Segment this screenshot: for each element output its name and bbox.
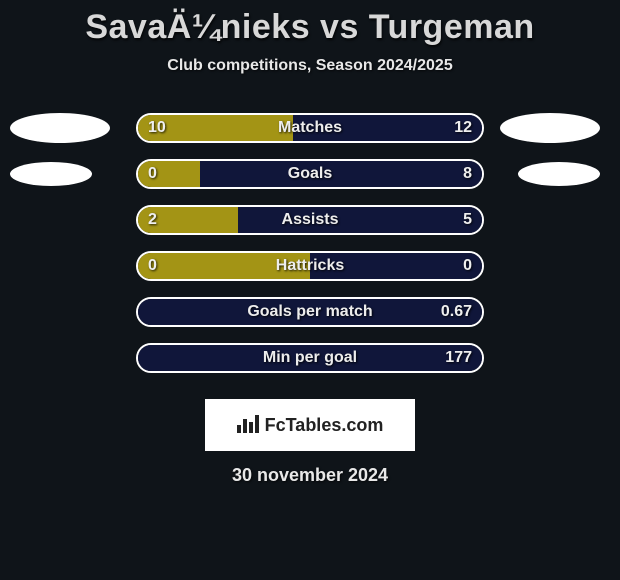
stat-row: 177 Min per goal xyxy=(0,335,620,381)
stat-bar: 2 5 Assists xyxy=(136,205,484,235)
stat-bar: 0.67 Goals per match xyxy=(136,297,484,327)
stat-row: 0.67 Goals per match xyxy=(0,289,620,335)
stat-row: 10 12 Matches xyxy=(0,105,620,151)
stat-label: Matches xyxy=(278,119,342,137)
bar-chart-icon xyxy=(237,413,259,438)
value-right: 0 xyxy=(463,257,472,275)
stat-row: 0 8 Goals xyxy=(0,151,620,197)
team-marker-right xyxy=(518,162,600,186)
value-right: 5 xyxy=(463,211,472,229)
stat-bar: 0 8 Goals xyxy=(136,159,484,189)
stat-row: 0 0 Hattricks xyxy=(0,243,620,289)
stat-label: Hattricks xyxy=(276,257,344,275)
snapshot-date: 30 november 2024 xyxy=(0,465,620,486)
team-marker-left xyxy=(10,113,110,143)
vs-title: SavaÄ¼nieks vs Turgeman xyxy=(0,8,620,47)
value-right: 8 xyxy=(463,165,472,183)
bar-fill-right xyxy=(238,207,482,233)
stat-label: Assists xyxy=(282,211,339,229)
value-left: 2 xyxy=(148,211,157,229)
comparison-card: SavaÄ¼nieks vs Turgeman Club competition… xyxy=(0,0,620,486)
value-left: 0 xyxy=(148,165,157,183)
value-left: 0 xyxy=(148,257,157,275)
value-right: 177 xyxy=(445,349,472,367)
stat-row: 2 5 Assists xyxy=(0,197,620,243)
bar-fill-right xyxy=(200,161,482,187)
team-marker-left xyxy=(10,162,92,186)
logo-text: FcTables.com xyxy=(265,415,384,436)
stat-label: Min per goal xyxy=(263,349,357,367)
stat-label: Goals xyxy=(288,165,332,183)
stat-bar: 10 12 Matches xyxy=(136,113,484,143)
stat-label: Goals per match xyxy=(247,303,372,321)
stat-bar: 177 Min per goal xyxy=(136,343,484,373)
stats-area: 10 12 Matches 0 8 Goals 2 5 Assists 0 0 Hattricks 0.… xyxy=(0,105,620,381)
team-marker-right xyxy=(500,113,600,143)
value-right: 12 xyxy=(454,119,472,137)
stat-bar: 0 0 Hattricks xyxy=(136,251,484,281)
value-left: 10 xyxy=(148,119,166,137)
value-right: 0.67 xyxy=(441,303,472,321)
fctables-logo: FcTables.com xyxy=(205,399,415,451)
season-subtitle: Club competitions, Season 2024/2025 xyxy=(0,57,620,75)
